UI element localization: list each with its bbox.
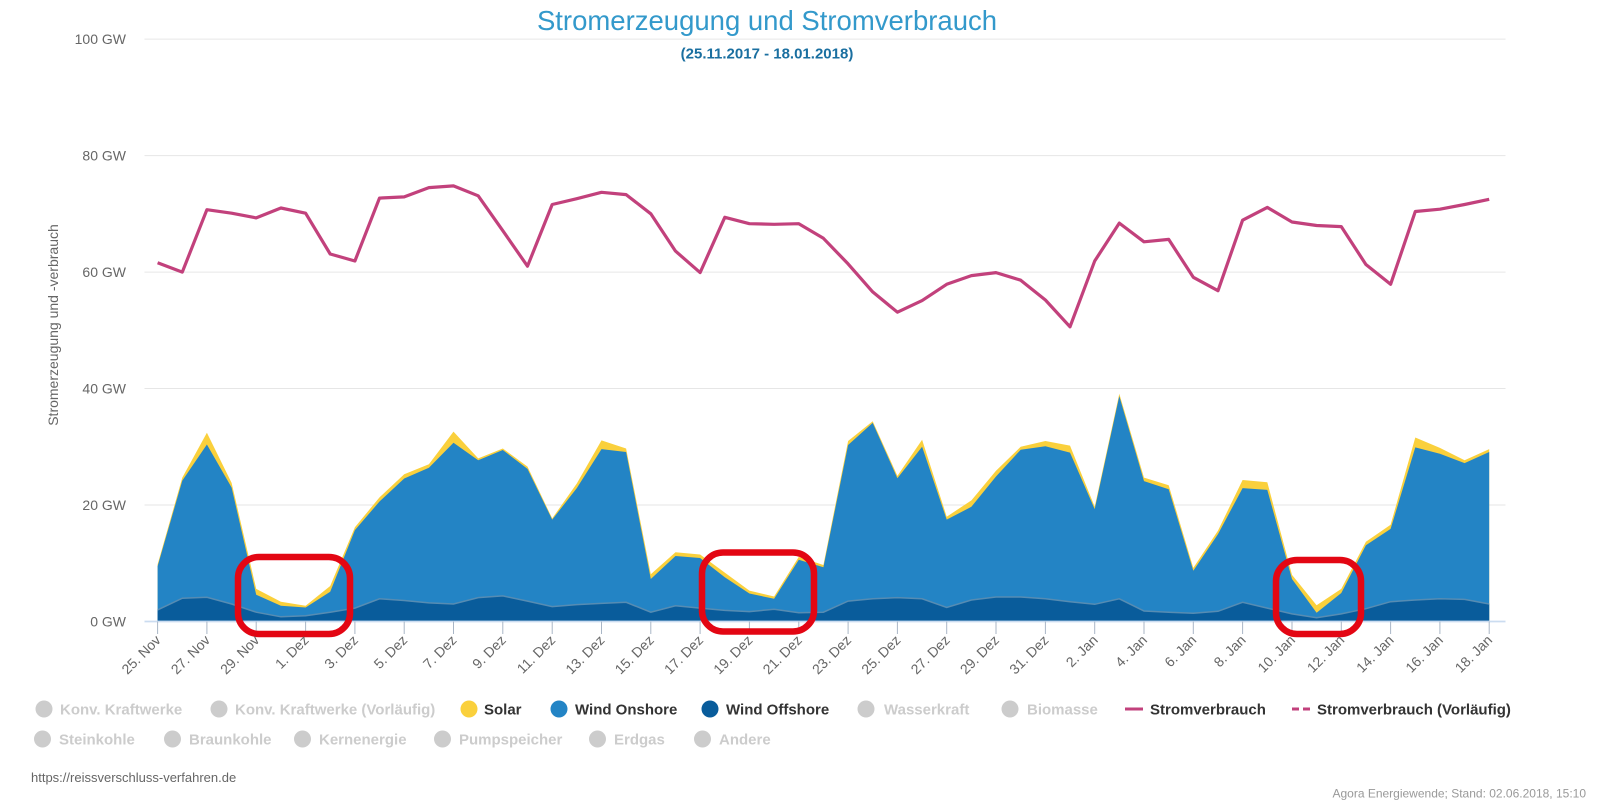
svg-text:Erdgas: Erdgas [614,732,665,749]
svg-text:Wind Onshore: Wind Onshore [575,702,677,719]
svg-text:(25.11.2017 - 18.01.2018): (25.11.2017 - 18.01.2018) [681,46,854,63]
svg-text:20 GW: 20 GW [82,497,126,513]
svg-text:Konv. Kraftwerke: Konv. Kraftwerke [60,702,182,719]
svg-text:Steinkohle: Steinkohle [59,732,135,749]
svg-text:Pumpspeicher: Pumpspeicher [459,732,563,749]
svg-text:Agora Energiewende; Stand: 02.: Agora Energiewende; Stand: 02.06.2018, 1… [1332,787,1586,801]
svg-text:Wind Offshore: Wind Offshore [726,702,829,719]
svg-text:Stromverbrauch (Vorläufig): Stromverbrauch (Vorläufig) [1317,702,1511,719]
svg-text:Braunkohle: Braunkohle [189,732,272,749]
svg-text:Biomasse: Biomasse [1027,702,1098,719]
svg-text:60 GW: 60 GW [82,264,126,280]
svg-text:Kernenergie: Kernenergie [319,732,407,749]
svg-text:Konv. Kraftwerke (Vorläufig): Konv. Kraftwerke (Vorläufig) [235,702,435,719]
svg-text:https://reissverschluss-verfah: https://reissverschluss-verfahren.de [31,770,236,785]
svg-text:Andere: Andere [719,732,771,749]
svg-text:40 GW: 40 GW [82,381,126,397]
svg-text:Wasserkraft: Wasserkraft [884,702,969,719]
svg-text:Stromverbrauch: Stromverbrauch [1150,702,1266,719]
svg-text:80 GW: 80 GW [82,148,126,164]
svg-text:Stromerzeugung und -verbrauch: Stromerzeugung und -verbrauch [45,224,61,426]
svg-text:100 GW: 100 GW [75,31,127,47]
svg-text:0 GW: 0 GW [90,614,127,630]
svg-text:Solar: Solar [484,702,522,719]
svg-text:Stromerzeugung und Stromverbra: Stromerzeugung und Stromverbrauch [537,5,997,36]
